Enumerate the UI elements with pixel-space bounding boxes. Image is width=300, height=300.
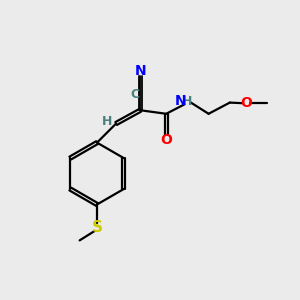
Text: N: N (134, 64, 146, 78)
Text: H: H (182, 95, 193, 108)
Text: O: O (160, 133, 172, 147)
Text: N: N (175, 94, 187, 108)
Text: H: H (102, 115, 112, 128)
Text: C: C (130, 88, 140, 101)
Text: O: O (240, 96, 252, 110)
Text: S: S (92, 220, 103, 235)
